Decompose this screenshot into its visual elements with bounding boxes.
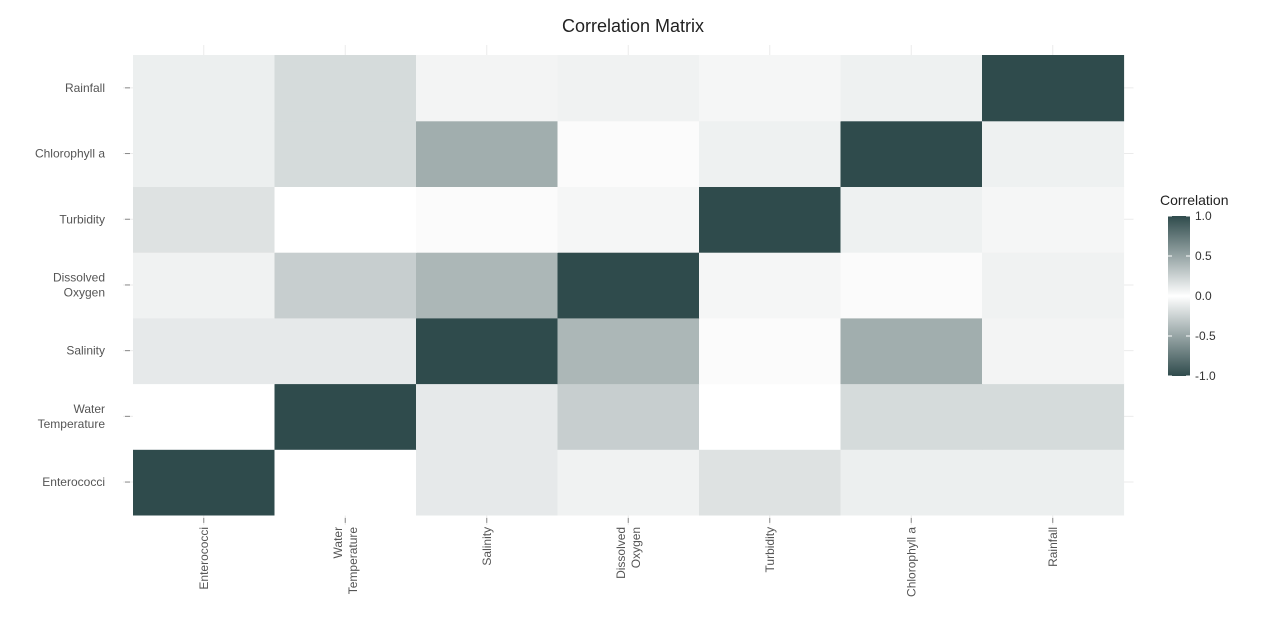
heatmap-cell <box>274 317 417 385</box>
x-tick-label: Salinity <box>480 527 494 566</box>
heatmap-cell <box>699 317 842 385</box>
x-tick-label: WaterTemperature <box>331 527 360 595</box>
heatmap-cell <box>274 252 417 319</box>
heatmap-cell <box>699 449 842 516</box>
legend: Correlation 1.0 0.5 0.0 -0.5 -1.0 <box>1160 192 1228 383</box>
heatmap-cell <box>699 186 842 253</box>
legend-colorbar <box>1168 216 1190 376</box>
x-tick-label: Rainfall <box>1046 527 1060 567</box>
legend-title: Correlation <box>1160 192 1228 208</box>
heatmap-cell <box>840 252 983 319</box>
heatmap-cell <box>416 252 559 319</box>
heatmap-cell <box>416 383 559 450</box>
heatmap-cell <box>982 383 1125 450</box>
legend-tick-label: -1.0 <box>1195 369 1216 383</box>
legend-tick-label: 0.5 <box>1195 249 1212 263</box>
heatmap-cell <box>699 252 842 319</box>
heatmap-cell <box>274 120 417 187</box>
y-tick-label: Salinity <box>66 344 105 358</box>
heatmap-cell <box>699 120 842 187</box>
y-tick-label: Chlorophyll a <box>35 147 105 161</box>
heatmap-cell <box>982 186 1125 253</box>
legend-ticks: 1.0 0.5 0.0 -0.5 -1.0 <box>1168 209 1216 383</box>
y-axis-labels: Enterococci Water Temperature Salinity Disso… <box>35 81 130 489</box>
y-tick-label: Turbidity <box>59 212 105 226</box>
heatmap-cell <box>982 317 1125 385</box>
heatmap-cell <box>133 449 276 516</box>
y-tick-label: Dissolved Oxygen <box>53 270 105 299</box>
heatmap-cell <box>557 383 700 450</box>
heatmap-cell <box>133 252 276 319</box>
heatmap-cell <box>557 55 700 122</box>
x-axis-labels: Enterococci WaterTemperature Salinity Disso… <box>197 517 1060 597</box>
heatmap-cell <box>840 383 983 450</box>
x-tick-label: Turbidity <box>763 527 777 573</box>
heatmap-cell <box>840 120 983 187</box>
legend-tick-label: 1.0 <box>1195 209 1212 223</box>
x-tick-label: Chlorophyll a <box>904 527 918 597</box>
heatmap-cell <box>133 383 276 450</box>
heatmap-cell <box>557 317 700 385</box>
heatmap-cell <box>133 186 276 253</box>
heatmap-cell <box>982 252 1125 319</box>
heatmap-cell <box>840 449 983 516</box>
heatmap-cell <box>699 383 842 450</box>
heatmap-cell <box>840 317 983 385</box>
heatmap-cell <box>840 186 983 253</box>
x-tick-label: Enterococci <box>197 527 211 590</box>
heatmap-cell <box>557 186 700 253</box>
heatmap-cell <box>416 317 559 385</box>
heatmap-cell <box>416 120 559 187</box>
heatmap-cell <box>699 55 842 122</box>
heatmap-cell <box>274 55 417 122</box>
heatmap-cell <box>274 449 417 516</box>
legend-tick-label: 0.0 <box>1195 289 1212 303</box>
heatmap-cell <box>982 449 1125 516</box>
heatmap-cell <box>416 55 559 122</box>
heatmap-cell <box>982 120 1125 187</box>
heatmap-cells <box>133 55 1125 516</box>
y-tick-label: Enterococci <box>42 475 105 489</box>
heatmap-cell <box>274 186 417 253</box>
heatmap-cell <box>133 120 276 187</box>
y-tick-label: Rainfall <box>65 81 105 95</box>
heatmap-cell <box>840 55 983 122</box>
chart-title: Correlation Matrix <box>562 16 704 36</box>
heatmap-cell <box>416 449 559 516</box>
heatmap-cell <box>982 55 1125 122</box>
legend-tick-label: -0.5 <box>1195 329 1216 343</box>
heatmap-cell <box>133 55 276 122</box>
heatmap-cell <box>274 383 417 450</box>
heatmap-cell <box>416 186 559 253</box>
y-tick-label: Water Temperature <box>38 402 106 431</box>
heatmap-cell <box>557 252 700 319</box>
x-tick-label: DissolvedOxygen <box>614 527 643 579</box>
heatmap-cell <box>133 317 276 385</box>
heatmap-cell <box>557 120 700 187</box>
heatmap-cell <box>557 449 700 516</box>
